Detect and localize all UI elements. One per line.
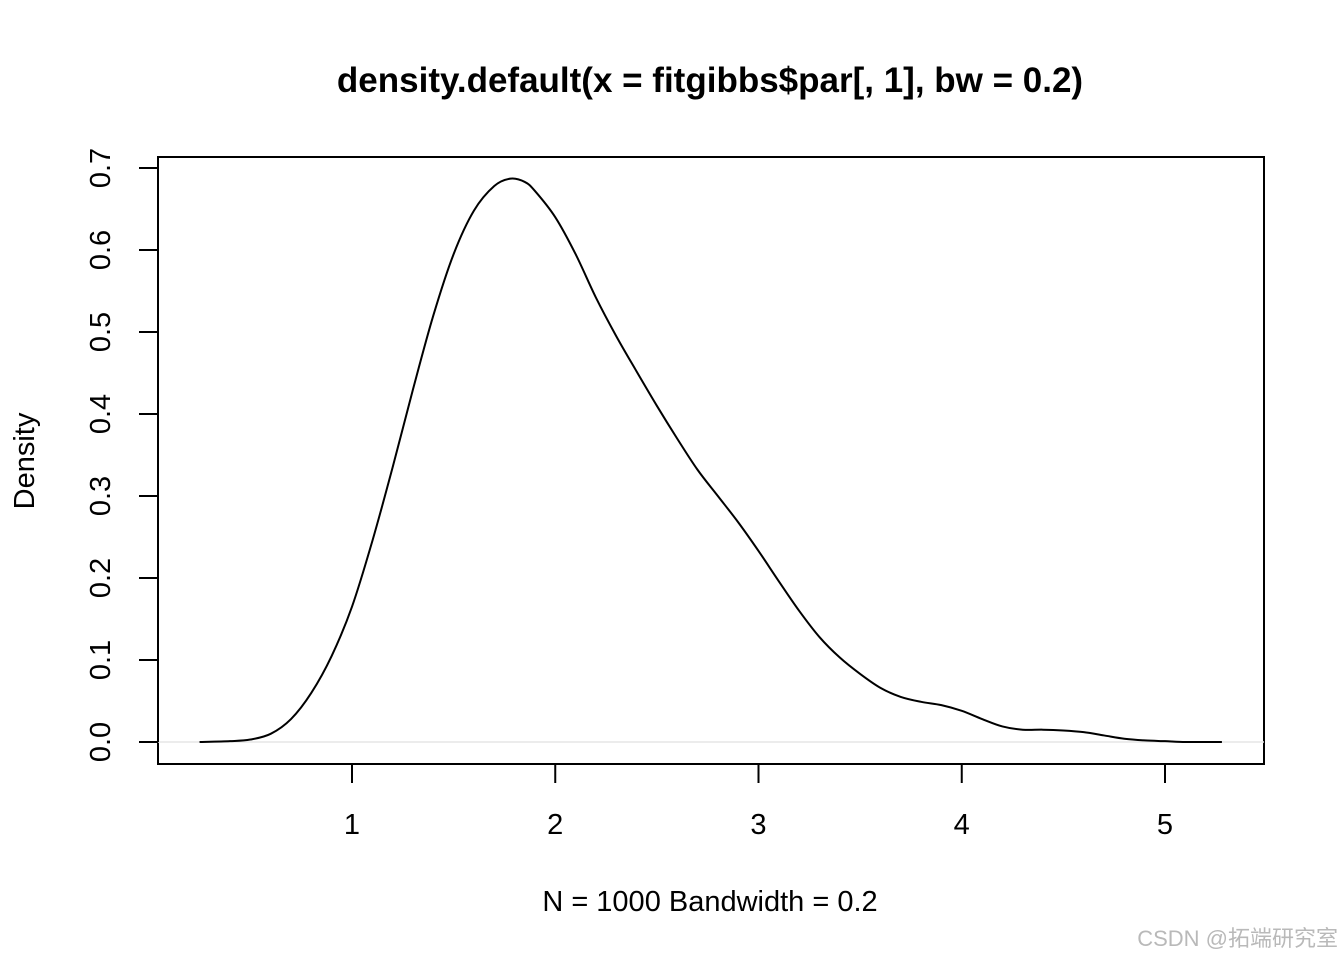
- x-tick-label: 4: [954, 809, 970, 841]
- chart-title: density.default(x = fitgibbs$par[, 1], b…: [337, 61, 1083, 100]
- y-tick-label: 0.4: [85, 394, 117, 434]
- y-tick-label: 0.2: [85, 558, 117, 598]
- y-tick-label: 0.5: [85, 312, 117, 352]
- x-tick-label: 3: [750, 809, 766, 841]
- y-tick-label: 0.3: [85, 476, 117, 516]
- x-tick-label: 2: [547, 809, 563, 841]
- x-tick-label: 5: [1157, 809, 1173, 841]
- y-tick-label: 0.7: [85, 148, 117, 188]
- y-tick-label: 0.0: [85, 722, 117, 762]
- x-tick-label: 1: [344, 809, 360, 841]
- y-tick-label: 0.6: [85, 230, 117, 270]
- y-tick-label: 0.1: [85, 640, 117, 680]
- y-axis: 0.0 0.1 0.2 0.3 0.4 0.5 0.6 0.7: [85, 148, 159, 762]
- x-axis-label: N = 1000 Bandwidth = 0.2: [542, 886, 877, 918]
- x-axis: 1 2 3 4 5: [344, 763, 1173, 841]
- watermark-text: CSDN @拓端研究室: [1137, 926, 1338, 951]
- y-axis-label: Density: [9, 412, 41, 509]
- density-curve: [199, 177, 1222, 744]
